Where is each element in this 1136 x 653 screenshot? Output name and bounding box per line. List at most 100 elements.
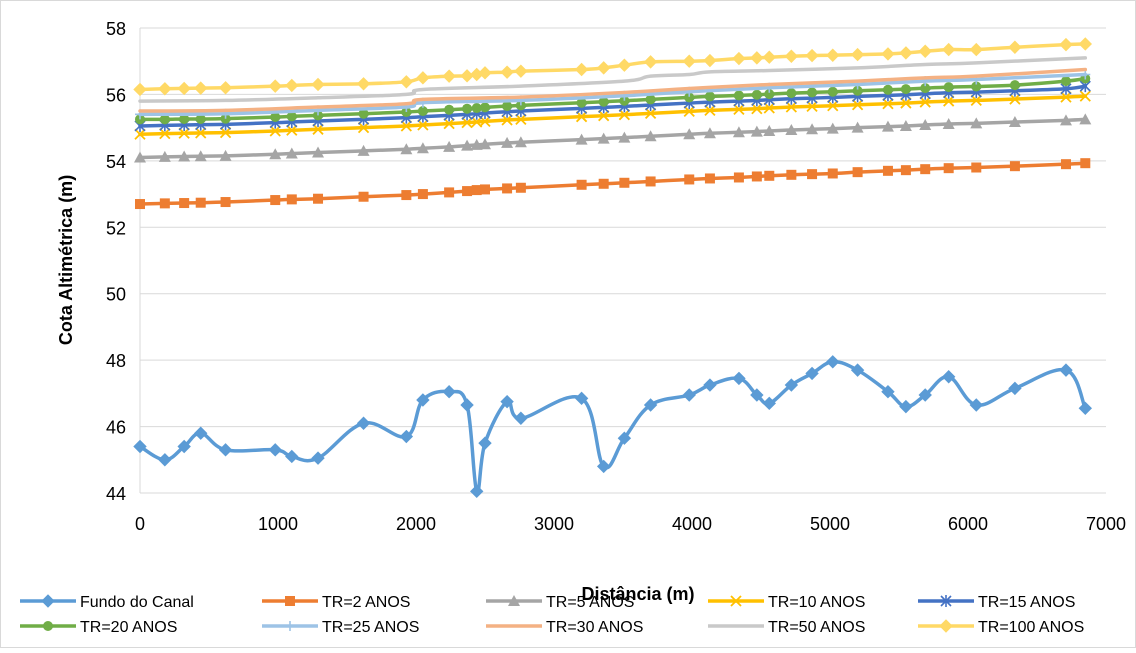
x-tick-label: 3000 — [534, 514, 574, 534]
data-point — [442, 69, 456, 83]
data-point — [194, 81, 208, 95]
x-tick-label: 1000 — [258, 514, 298, 534]
data-point — [1078, 401, 1093, 416]
data-point — [286, 111, 297, 122]
x-tick-label: 6000 — [948, 514, 988, 534]
data-point — [268, 79, 282, 93]
data-point — [826, 122, 839, 134]
data-point — [703, 53, 717, 68]
data-point — [576, 179, 587, 190]
legend-label: TR=10 ANOS — [768, 594, 865, 611]
legend-item: TR=2 ANOS — [262, 594, 410, 611]
data-point — [786, 169, 797, 180]
data-point — [417, 106, 428, 117]
data-point — [159, 114, 170, 125]
legend-label: TR=25 ANOS — [322, 619, 419, 636]
data-point — [785, 123, 798, 135]
data-point — [807, 87, 818, 98]
data-point — [399, 75, 414, 89]
data-point — [751, 89, 762, 100]
data-point — [784, 49, 799, 63]
data-point — [159, 127, 171, 140]
data-point — [597, 132, 610, 144]
data-point — [444, 104, 455, 115]
legend-label: TR=30 ANOS — [546, 619, 643, 636]
data-point — [311, 451, 325, 465]
data-point — [1008, 381, 1022, 396]
data-point — [806, 100, 818, 113]
data-point — [195, 197, 206, 208]
data-point — [462, 103, 473, 114]
data-point — [850, 363, 865, 377]
x-axis-title: Distância (m) — [581, 584, 694, 604]
y-tick-label: 54 — [106, 152, 126, 172]
data-point — [270, 112, 281, 123]
y-tick-label: 44 — [106, 484, 126, 504]
data-point — [134, 151, 146, 163]
data-point — [763, 124, 776, 136]
data-point — [882, 98, 894, 110]
data-point — [684, 174, 695, 185]
data-point — [1060, 76, 1071, 87]
data-point — [682, 54, 696, 68]
data-point — [478, 436, 492, 450]
data-point — [286, 194, 297, 205]
data-point — [461, 139, 474, 151]
data-point — [764, 170, 775, 181]
series-5 — [135, 73, 1091, 125]
data-point — [417, 189, 428, 200]
data-point — [786, 88, 797, 99]
data-point — [285, 596, 295, 606]
data-point — [574, 62, 589, 77]
data-point — [1060, 159, 1071, 170]
data-point — [470, 138, 483, 150]
data-point — [643, 55, 658, 69]
data-point — [471, 185, 482, 196]
data-point — [645, 176, 656, 187]
data-point — [179, 114, 190, 125]
data-point — [218, 443, 233, 457]
data-point — [358, 191, 369, 202]
data-point — [703, 127, 716, 139]
series-1 — [135, 158, 1091, 210]
data-point — [478, 66, 492, 80]
data-point — [971, 81, 982, 92]
data-point — [1059, 363, 1073, 377]
data-point — [1060, 91, 1072, 103]
data-point — [356, 77, 371, 91]
data-point — [159, 198, 170, 209]
x-tick-label: 4000 — [672, 514, 712, 534]
data-point — [158, 82, 172, 96]
series-group — [133, 37, 1093, 499]
data-point — [751, 103, 763, 115]
data-point — [1059, 37, 1073, 52]
legend-label: Fundo do Canal — [80, 594, 194, 611]
data-point — [882, 165, 893, 176]
data-point — [881, 120, 894, 132]
data-point — [158, 150, 171, 162]
data-point — [269, 125, 281, 137]
data-point — [356, 416, 371, 430]
data-point — [762, 396, 776, 411]
y-tick-label: 50 — [106, 285, 126, 305]
data-point — [920, 83, 931, 94]
data-point — [850, 47, 865, 62]
data-point — [617, 58, 632, 72]
data-point — [899, 46, 913, 60]
data-point — [643, 398, 658, 412]
data-point — [644, 107, 657, 119]
data-point — [502, 183, 513, 194]
data-point — [218, 81, 233, 95]
data-point — [357, 144, 370, 156]
data-point — [764, 89, 775, 100]
data-point — [618, 109, 631, 121]
y-tick-label: 58 — [106, 19, 126, 39]
legend-item: TR=10 ANOS — [708, 594, 865, 611]
data-point — [514, 411, 528, 425]
data-point — [852, 85, 863, 96]
data-point — [899, 119, 912, 131]
data-point — [508, 595, 520, 606]
data-point — [827, 86, 838, 97]
data-point — [750, 125, 763, 137]
